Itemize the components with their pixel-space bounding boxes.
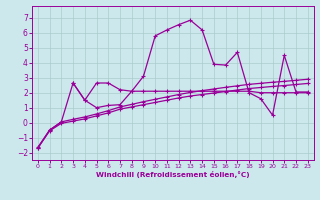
X-axis label: Windchill (Refroidissement éolien,°C): Windchill (Refroidissement éolien,°C) — [96, 171, 250, 178]
